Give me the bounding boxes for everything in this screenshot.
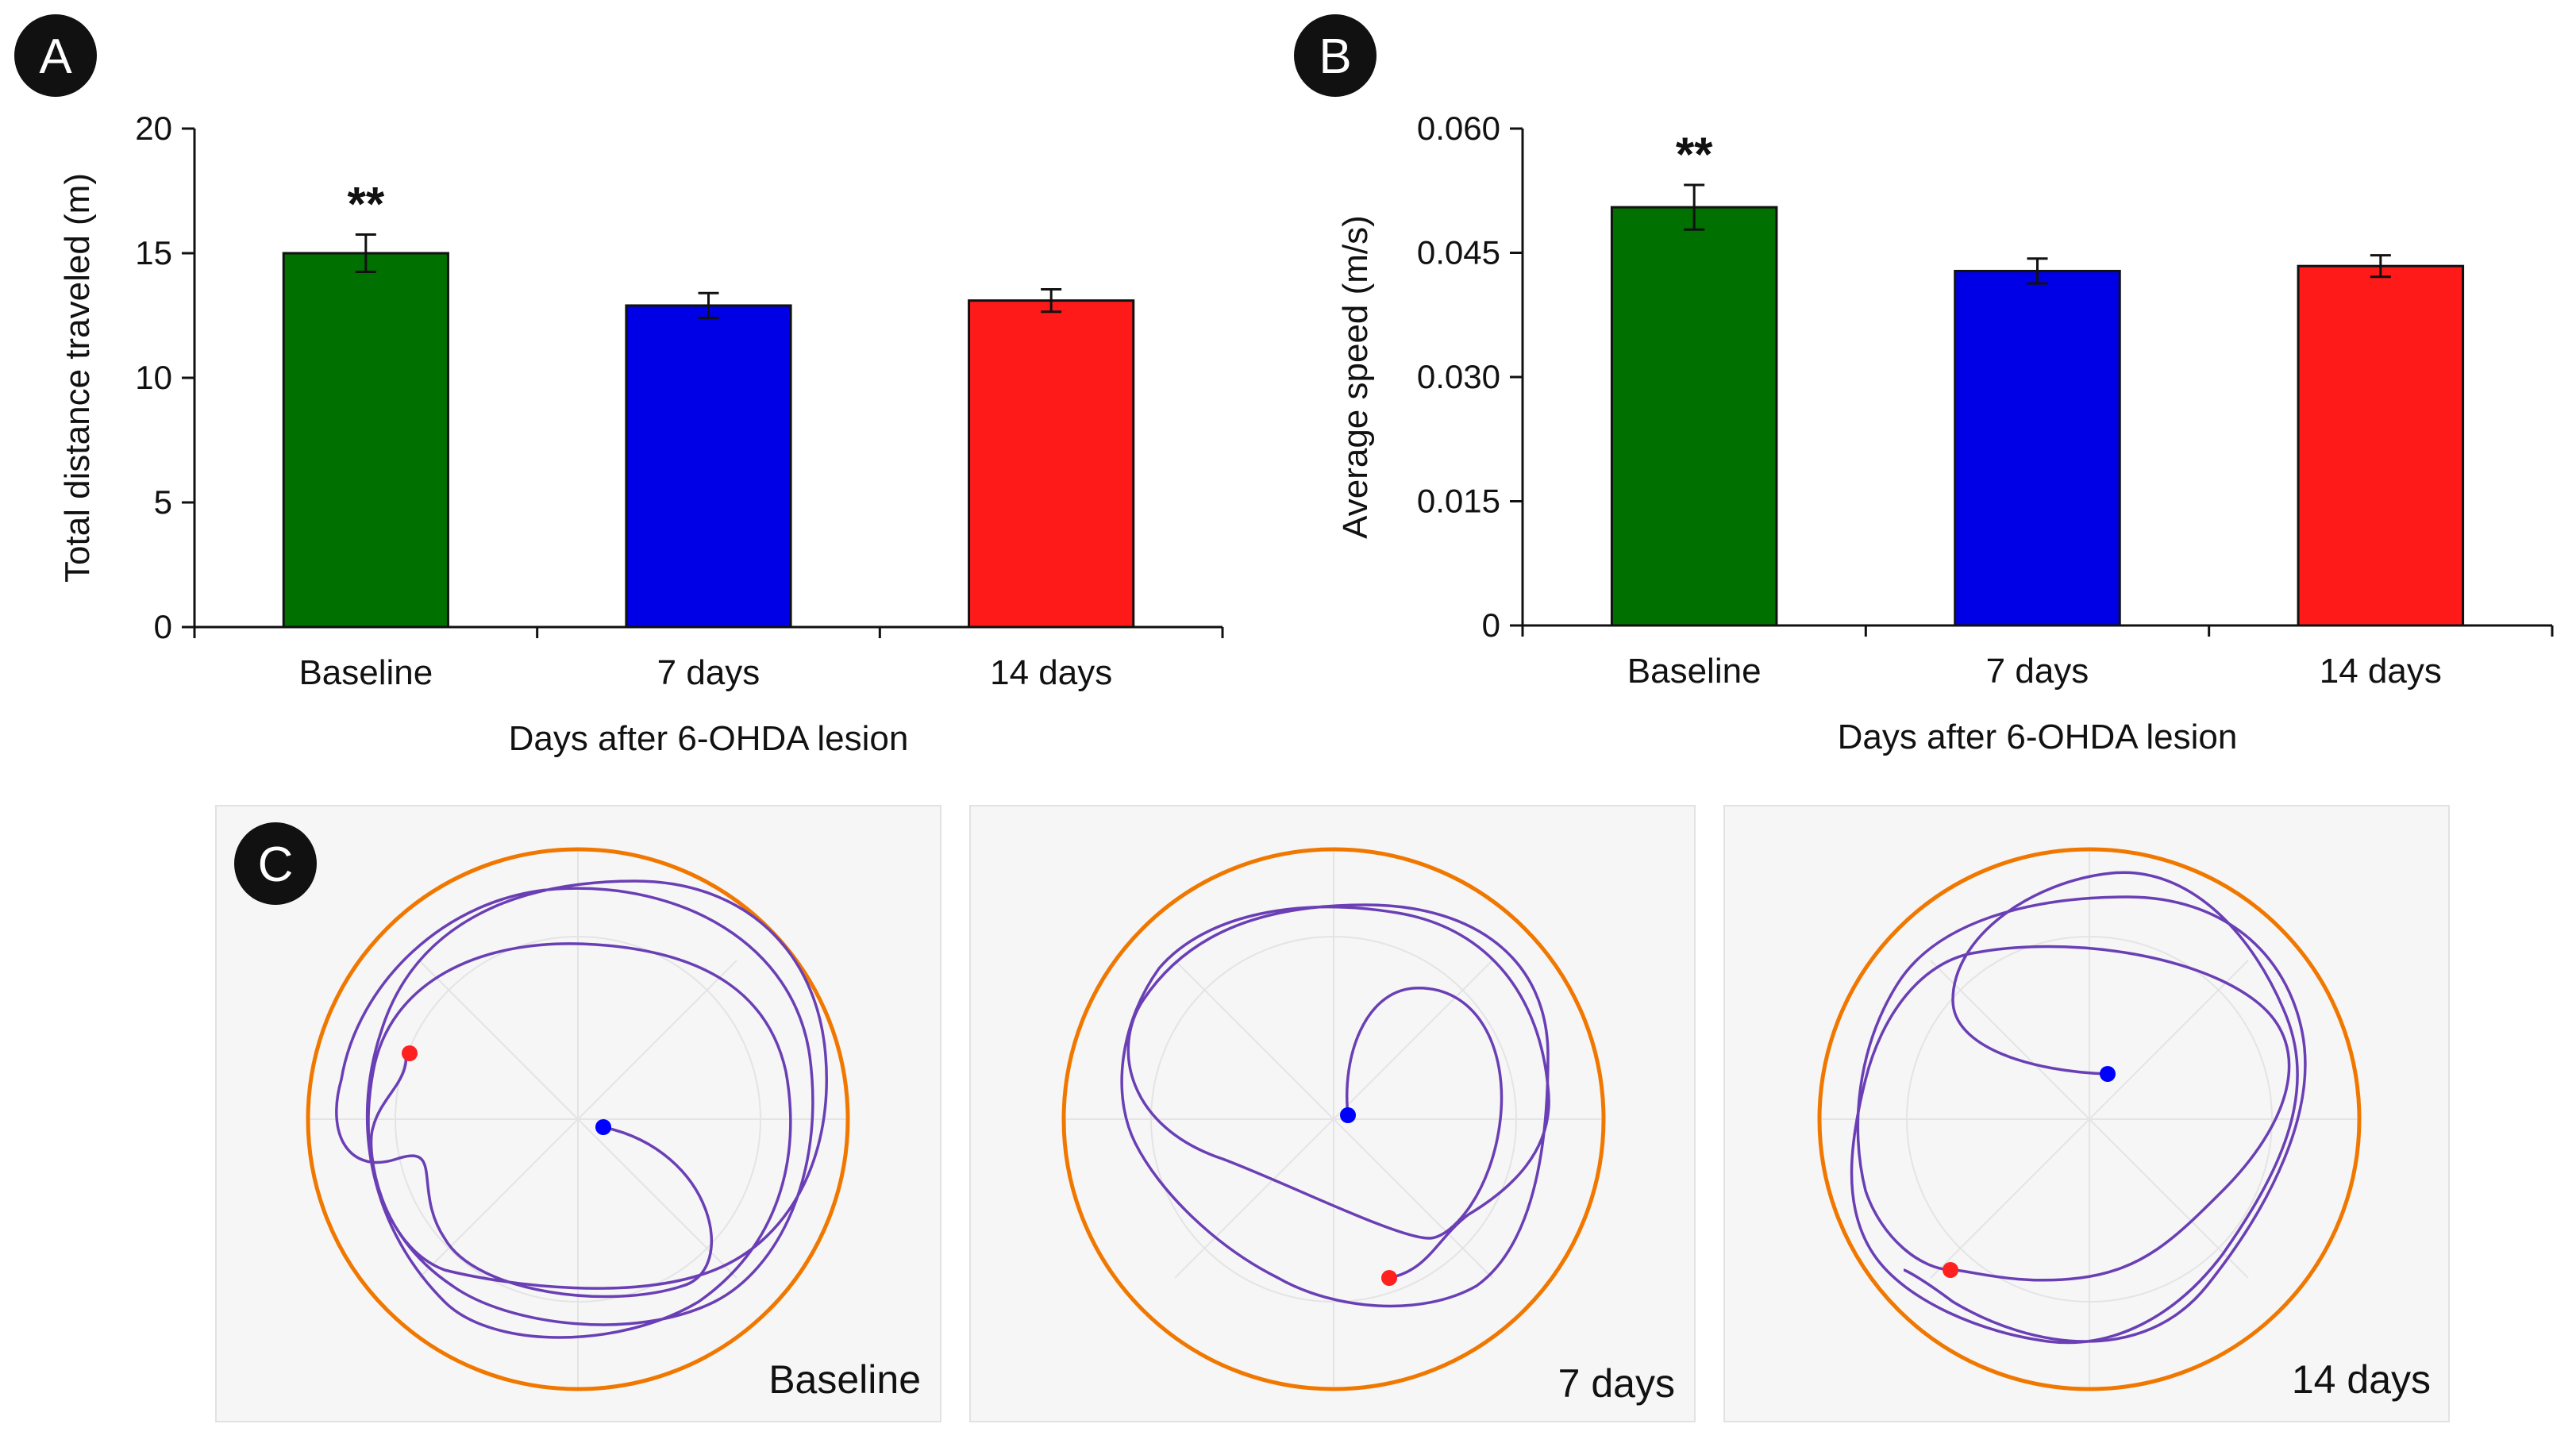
category-label: Baseline [298, 653, 433, 692]
category-label: 7 days [1986, 652, 2089, 691]
bar-3 [968, 299, 1135, 629]
start-marker [595, 1119, 611, 1135]
category-label: Baseline [1627, 652, 1762, 691]
category-label: 14 days [990, 653, 1112, 692]
significance-label: ** [1676, 128, 1713, 181]
y-tick-label: 0.045 [1417, 234, 1500, 271]
bar-chart-b: 0 0.015 0.030 0.045 0.060 ** Baseline 7 days 14 … [1336, 110, 2554, 756]
panel-b-letter: B [1319, 29, 1351, 84]
x-axis-title: Days after 6-OHDA lesion [509, 719, 909, 758]
end-marker [1943, 1262, 1958, 1278]
polar-grid [1819, 849, 2359, 1389]
y-tick-label: 0 [154, 608, 172, 645]
panel-c: Baseline 7 days [215, 805, 2450, 1422]
panel-a-badge [14, 14, 97, 97]
bar-chart-a: 0 5 10 15 20 ** Baseline 7 days 14 days Days afte… [58, 110, 1224, 758]
panel-a-letter: A [39, 29, 72, 84]
track-background [1723, 805, 2450, 1422]
movement-path [1856, 895, 2307, 1343]
movement-path [1850, 871, 2299, 1345]
arena-circle [306, 847, 850, 1391]
y-tick-label: 15 [135, 234, 172, 271]
panel-c-badge [234, 822, 317, 905]
y-tick-label: 0 [1482, 606, 1500, 644]
polar-grid [308, 849, 848, 1389]
track-background [969, 805, 1696, 1422]
y-tick-label: 10 [135, 359, 172, 396]
y-axis-title: Total distance traveled (m) [58, 173, 97, 583]
start-marker [2100, 1066, 2116, 1082]
movement-path [1120, 903, 1550, 1308]
movement-path [335, 879, 828, 1339]
y-tick-label: 0.030 [1417, 358, 1500, 395]
y-tick-label: 0.060 [1417, 110, 1500, 147]
track-plot-7-days: 7 days [969, 805, 1696, 1422]
track-caption: Baseline [768, 1357, 921, 1402]
panel-b-badge [1294, 14, 1377, 97]
start-marker [1340, 1107, 1356, 1123]
y-tick-label: 5 [154, 483, 172, 521]
panel-c-letter: C [258, 837, 294, 892]
panel-a: A 0 5 10 15 20 ** Baseline 7 days 14 days Days af… [14, 14, 1224, 758]
bar-1 [282, 252, 449, 629]
track-caption: 7 days [1558, 1361, 1675, 1406]
y-tick-label: 20 [135, 110, 172, 147]
bar-3 [2297, 264, 2465, 627]
category-label: 7 days [657, 653, 760, 692]
y-axis-title: Average speed (m/s) [1336, 215, 1375, 539]
track-plot-14-days: 14 days [1723, 805, 2450, 1422]
arena-circle [1061, 847, 1606, 1391]
track-caption: 14 days [2292, 1357, 2431, 1402]
y-tick-label: 0.015 [1417, 483, 1500, 520]
bar-2 [1954, 269, 2121, 627]
end-marker [1381, 1270, 1397, 1286]
category-label: 14 days [2320, 652, 2442, 691]
x-axis-title: Days after 6-OHDA lesion [1838, 718, 2238, 756]
track-plot-baseline: Baseline [215, 805, 941, 1422]
panel-b: B 0 0.015 0.030 0.045 0.060 ** Baseline 7 days 1… [1294, 14, 2554, 756]
bar-1 [1610, 206, 1778, 627]
end-marker [402, 1045, 418, 1061]
significance-label: ** [347, 177, 384, 230]
bar-2 [625, 304, 792, 629]
arena-circle [1817, 847, 2362, 1391]
